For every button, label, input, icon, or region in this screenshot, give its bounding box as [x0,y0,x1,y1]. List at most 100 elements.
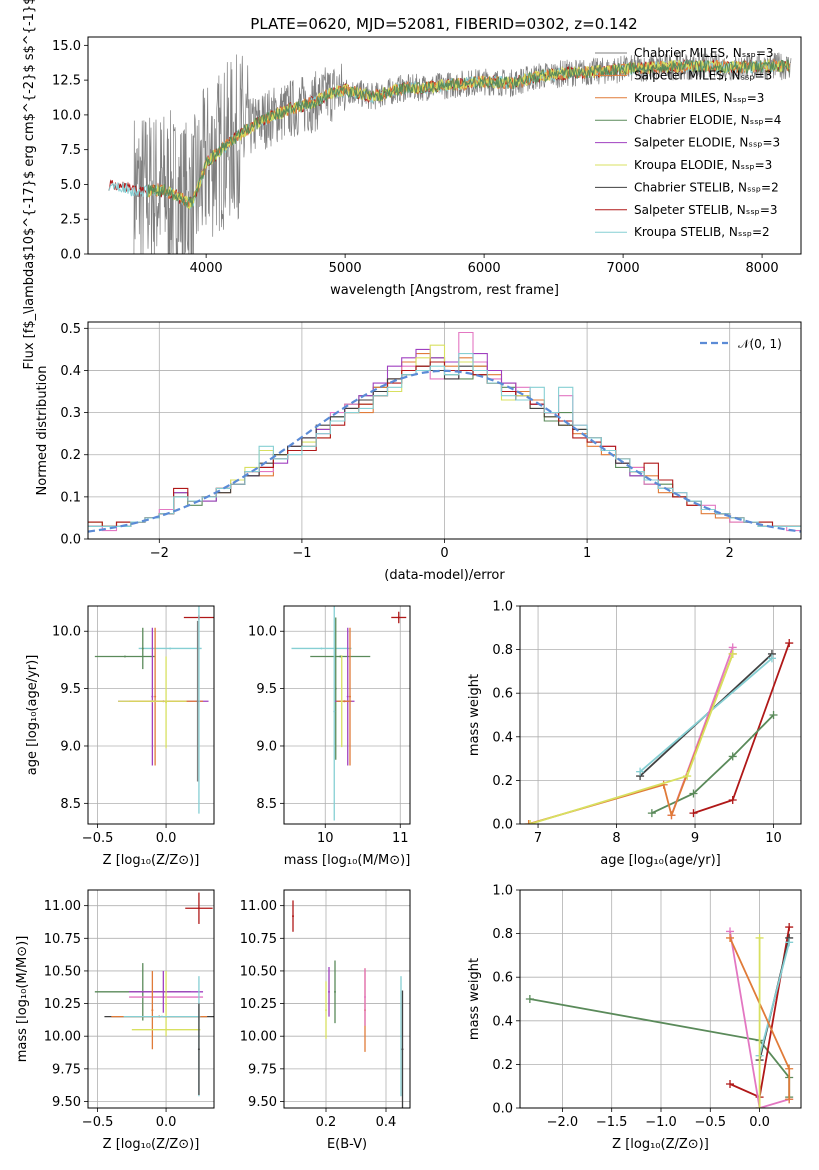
weight_vs_age-marker-0-2 [785,639,794,648]
spectrum-xtick-label: 8000 [746,261,779,276]
weight_vs_age-axes: 7 8 9 10 0.0 0.2 0.4 0.6 0.8 1.0 age [log₁₀(age/yr… [467,600,802,868]
weight_vs_age-ytick-label: 0.4 [492,730,513,745]
weight_vs_age-line-1 [651,714,775,814]
residuals-ytick-label: 0.3 [60,406,81,421]
mass_vs_Z-point-0 [197,907,200,910]
age_vs_mass-point-7 [343,700,345,703]
weight_vs_age-marker-5-0 [524,820,533,824]
residuals-ytick-label: 0.4 [60,364,81,379]
age_vs_Z-point-3 [141,647,144,650]
residuals-plot-area [88,331,801,533]
age_vs_mass-ytick-label: 8.5 [256,797,277,812]
weight_vs_Z-xtick-label: 0.0 [749,1115,770,1130]
mass_vs_EBV-ytick-label: 10.50 [240,964,277,979]
weight_vs_Z-xtick-label: −2.0 [547,1115,579,1130]
weight_vs_age-marker-3-0 [636,767,645,776]
mass_vs_Z-ytick-label: 10.25 [44,997,81,1012]
age_vs_mass-point-4 [346,695,349,698]
spectrum-xtick-label: 7000 [607,261,640,276]
mass_vs_EBV-ytick-label: 11.00 [240,899,277,914]
spectrum-ytick-label: 15.0 [52,39,81,54]
age_vs_mass-xtick-label: 11 [392,831,409,846]
mass_vs_EBV-frame [283,889,411,1109]
normal-legend-label: 𝒩(0, 1) [738,337,782,351]
age_vs_mass-point-3 [334,687,337,690]
weight_vs_age-line-0 [693,642,791,814]
spectrum-xtick-label: 6000 [468,261,501,276]
legend-label-2: Kroupa MILES, Nₛₛₚ=3 [634,91,764,105]
mass_vs_Z-point-13 [197,1048,200,1051]
age_vs_Z-xtick-label: −0.5 [82,831,114,846]
weight_vs_age-xtick-label: 10 [765,831,782,846]
mass_vs_Z-point-7 [165,1002,168,1005]
age_vs_Z-point-10 [197,700,200,703]
weight_vs_age-line-6 [529,653,734,824]
mass_vs_Z-ytick-label: 10.00 [44,1030,81,1045]
age_vs_Z-ytick-label: 9.5 [60,682,81,697]
mass_vs_EBV-point-7 [401,1048,404,1051]
mass_vs_EBV-ytick-label: 9.50 [248,1095,277,1110]
weight_vs_Z-line-4 [729,931,790,1108]
mass_vs_EBV-plot-area [292,900,404,1108]
legend-label-5: Kroupa ELODIE, Nₛₛₚ=3 [634,158,772,172]
age_vs_mass-ytick-label: 10.0 [248,625,277,640]
mass_vs_Z-xtick-label: −0.5 [82,1115,114,1130]
residuals-xtick-label: 1 [583,546,591,561]
legend-label-6: Chabrier STELIB, Nₛₛₚ=2 [634,180,779,194]
spectrum-ytick-label: 2.5 [60,213,81,228]
weight_vs_Z-axes: −2.0 −1.5 −1.0 −0.5 0.0 0.0 0.2 0.4 0.6 0.8 1.0 Z [… [467,884,802,1152]
mass_vs_Z-point-6 [151,1009,154,1012]
weight_vs_age-ytick-label: 0.8 [492,643,513,658]
weight_vs_Z-ylabel: mass weight [467,958,482,1040]
weight_vs_age-marker-1-3 [769,711,778,719]
mass_vs_Z-plot-area [94,892,214,1097]
normal-curve-line [88,369,801,533]
residuals-ytick-label: 0.1 [60,490,81,505]
age_vs_Z-ylabel: age [log₁₀(age/yr)] [25,655,40,776]
legend-label-0: Chabrier MILES, Nₛₛₚ=3 [634,46,774,60]
age_vs_Z-point-11 [196,700,199,703]
legend-label-1: Salpeter MILES, Nₛₛₚ=3 [634,68,772,82]
spectrum-xtick-label: 5000 [329,261,362,276]
legend-label-8: Kroupa STELIB, Nₛₛₚ=2 [634,225,770,239]
spectrum-ytick-label: 10.0 [52,108,81,123]
weight_vs_age-plot-area [524,639,794,824]
weight_vs_Z-marker-6-1 [755,1104,764,1108]
weight_vs_Z-line-3 [758,942,791,1056]
weight_vs_age-xtick-label: 7 [534,831,542,846]
weight_vs_age-marker-5-2 [667,811,676,820]
residuals-ytick-label: 0.2 [60,448,81,463]
age_vs_mass-point-8 [340,700,343,703]
weight_vs_age-marker-1-2 [728,752,737,761]
mass_vs_EBV-xtick-label: 0.2 [316,1115,337,1130]
spectrum-axes: 4000 5000 6000 7000 8000 0.0 2.5 5.0 7.5 10.0 12.5… [22,0,802,369]
weight_vs_age-ytick-label: 0.6 [492,687,513,702]
weight_vs_Z-marker-5-0 [726,933,735,942]
mass_vs_Z-ytick-label: 9.75 [52,1062,81,1077]
age_vs_Z-axes: −0.5 0.0 8.5 9.0 9.5 10.0 Z [log₁₀(Z/Z⊙)] age [… [25,605,215,868]
weight_vs_Z-ytick-label: 1.0 [492,884,513,899]
age_vs_mass-xtick-label: 10 [317,831,334,846]
weight_vs_Z-marker-5-1 [785,1064,794,1073]
residuals-xlabel: (data-model)/error [384,568,505,583]
weight_vs_Z-frame [519,889,802,1109]
age_vs_Z-ytick-label: 8.5 [60,797,81,812]
weight_vs_age-ytick-label: 1.0 [492,600,513,615]
mass_vs_EBV-ytick-label: 10.25 [240,997,277,1012]
weight_vs_age-marker-6-1 [683,772,692,781]
mass_vs_Z-frame [87,889,215,1109]
age_vs_mass-point-1 [320,647,323,650]
weight_vs_Z-xtick-label: −1.0 [645,1115,677,1130]
mass_vs_EBV-point-3 [334,990,336,993]
age_vs_mass-point-2 [339,655,342,658]
weight_vs_Z-ytick-label: 0.6 [492,971,513,986]
mass_vs_Z-point-5 [162,990,165,993]
mass_vs_EBV-ytick-label: 9.75 [248,1062,277,1077]
age_vs_mass-ytick-label: 9.0 [256,739,277,754]
residuals-xtick-label: −2 [150,546,169,561]
weight_vs_age-xtick-label: 8 [612,831,620,846]
weight_vs_age-marker-1-0 [647,809,656,818]
residuals-ylabel: Normed distribution [35,366,50,496]
spectrum-ytick-label: 0.0 [60,248,81,263]
